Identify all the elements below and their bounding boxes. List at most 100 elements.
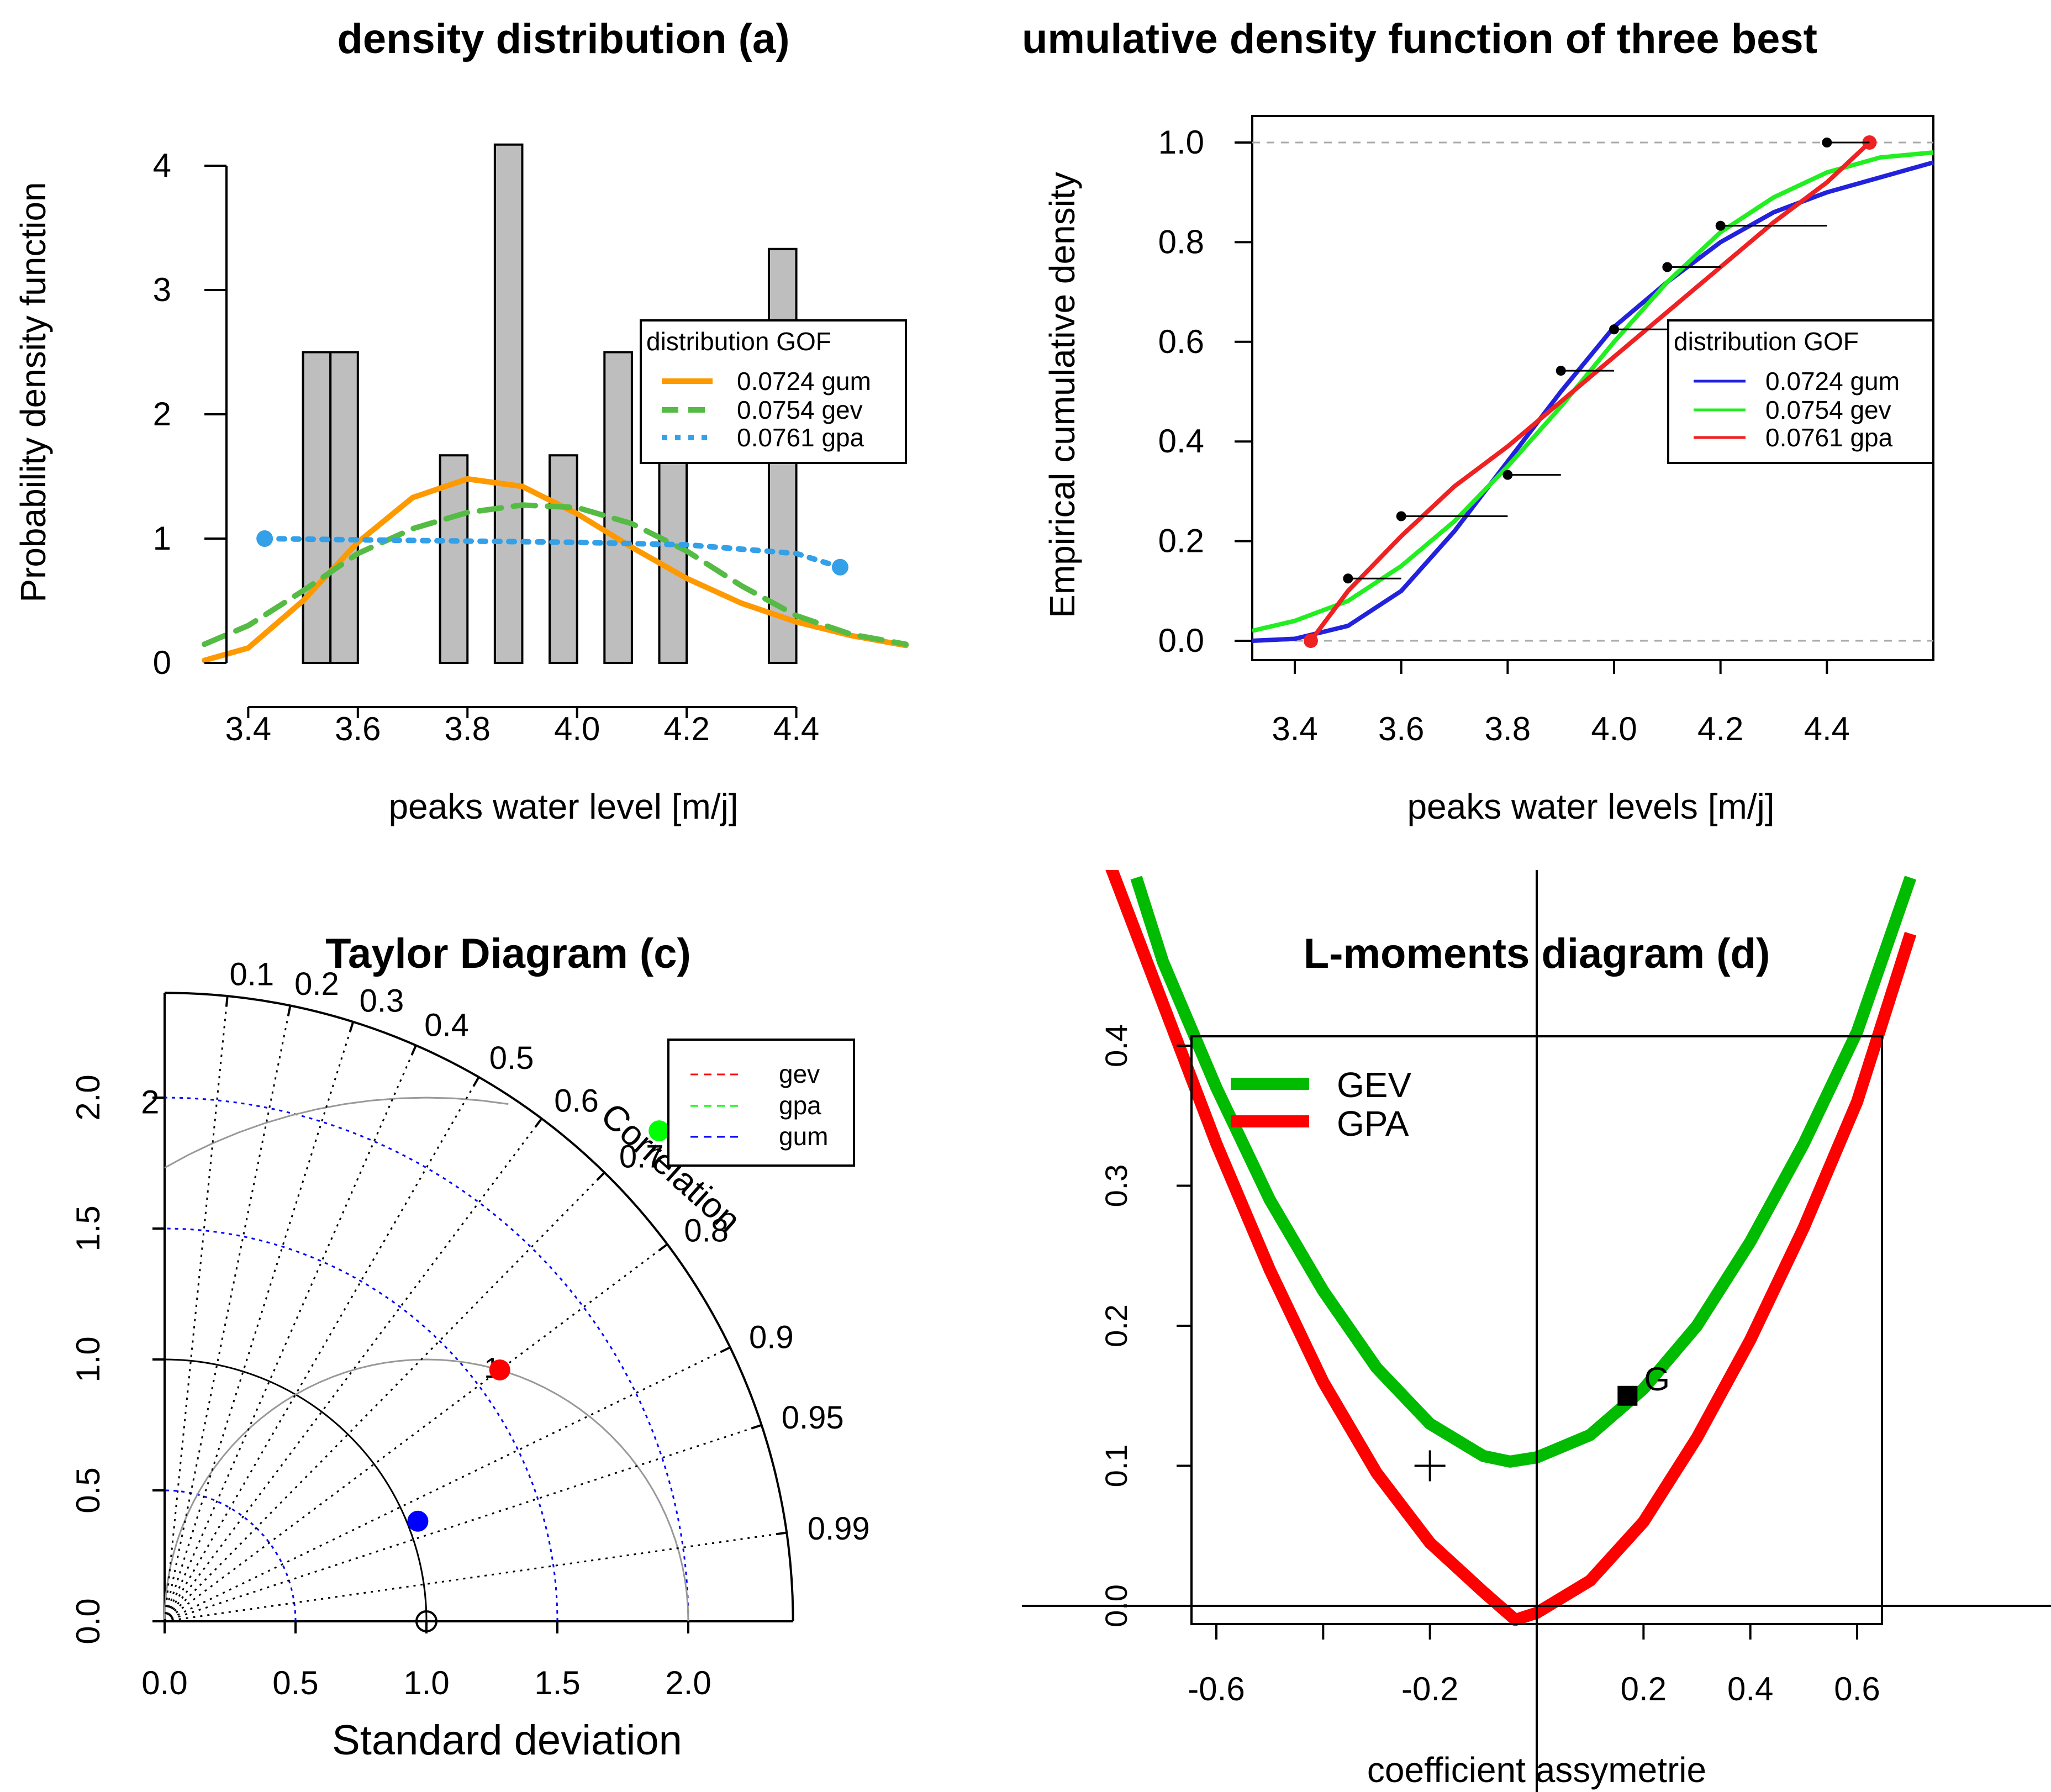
y-tick-label: 0.8	[1158, 223, 1204, 260]
legend-label-gum: gum	[779, 1122, 828, 1151]
x-tick-label: -0.6	[1188, 1670, 1245, 1707]
correlation-ray	[164, 1346, 731, 1622]
y-tick-label: 0	[153, 644, 171, 681]
y-tick-label: 2	[153, 396, 171, 433]
y-tick-label: 1	[153, 520, 171, 557]
x-tick-label: 3.8	[445, 710, 491, 747]
legend: distribution GOF 0.0724 gum 0.0754 gev 0…	[640, 319, 907, 464]
x-tick-label: 1.5	[534, 1664, 580, 1701]
x-tick-label: 4.0	[554, 710, 600, 747]
gpa-endpoint	[1303, 634, 1318, 648]
legend-label-gev: GEV	[1337, 1065, 1411, 1105]
panel-cumulative-density: umulative density function of three best…	[1022, 15, 1934, 826]
y-tick-label: 0.4	[1099, 1024, 1133, 1067]
ecdf-point	[1502, 470, 1513, 480]
y-axis-label: Probability density function	[13, 182, 53, 602]
density-curve-gev	[202, 502, 909, 647]
cdf-curve-gpa	[1309, 141, 1871, 642]
x-axis-label: peaks water level [m/j]	[388, 787, 738, 826]
legend-label-gev: 0.0754 gev	[1765, 396, 1891, 424]
reference-sd-arc	[164, 1358, 428, 1622]
y-tick-label: 0.0	[70, 1598, 107, 1644]
sd-arc	[164, 1489, 297, 1622]
correlation-tick	[534, 1118, 543, 1128]
histogram-bar	[658, 454, 688, 664]
l-moment-curve-gev	[1130, 876, 1917, 1468]
histogram-bars	[302, 143, 798, 664]
correlation-tick-label: 0.8	[684, 1213, 729, 1249]
l-moment-curves	[1105, 870, 1917, 1626]
legend-label-gev: 0.0754 gev	[737, 396, 863, 424]
correlation-tick	[720, 1346, 731, 1353]
ecdf-point	[1715, 220, 1726, 231]
x-tick-label: 4.2	[1697, 710, 1743, 747]
gpa-endpoint	[831, 558, 848, 576]
cdf-curve-gum	[1252, 160, 1934, 643]
legend-box	[1667, 319, 1934, 464]
correlation-ray	[164, 1424, 762, 1622]
x-tick-label: 4.4	[1804, 710, 1850, 747]
axes: 3.4 3.6 3.8 4.0 4.2 4.4 0.0 0.2 0.4 0.6 0.8 1.0	[1158, 124, 1850, 747]
plot-content	[1252, 135, 1934, 648]
axes: -0.6 -0.2 0.2 0.4 0.6 0.0 0.1 0.2 0.3 0.4	[1099, 1024, 1880, 1707]
taylor-point-gpa	[648, 1120, 670, 1142]
correlation-tick-label: 0.95	[782, 1400, 844, 1436]
x-axis-label: peaks water levels [m/j]	[1407, 787, 1774, 826]
chart-title: density distribution (a)	[337, 15, 789, 62]
y-tick-label: 0.0	[1099, 1584, 1133, 1627]
y-tick-label: 0.1	[1099, 1445, 1133, 1488]
legend-box	[667, 1039, 855, 1167]
x-tick-label: 3.4	[1272, 710, 1317, 747]
x-tick-label: 3.6	[1378, 710, 1424, 747]
correlation-ray	[164, 1005, 291, 1622]
rms-label: 2	[141, 1083, 159, 1120]
x-tick-label: 4.4	[773, 710, 819, 747]
y-tick-label: 2.0	[70, 1074, 107, 1120]
x-tick-label: 3.8	[1485, 710, 1531, 747]
correlation-ray	[164, 1021, 354, 1622]
y-tick-label: 0.5	[70, 1467, 107, 1513]
y-tick-label: 4	[153, 147, 171, 184]
correlation-tick	[287, 1005, 292, 1016]
axes: 3.4 3.6 3.8 4.0 4.2 4.4 0 1 2 3 4	[153, 147, 820, 747]
density-curve-gum	[202, 476, 909, 663]
rms-arc	[164, 1097, 509, 1169]
y-tick-label: 0.6	[1158, 323, 1204, 360]
correlation-tick	[410, 1045, 417, 1056]
sample-point-label: G	[1644, 1361, 1670, 1398]
histogram-bar	[603, 351, 633, 664]
legend-label-gum: 0.0724 gum	[737, 367, 871, 396]
panel-density-distribution: density distribution (a) 3.4 3.6 3.8 4.0 4.2…	[13, 15, 909, 826]
chart-title: Taylor Diagram (c)	[325, 930, 691, 977]
density-curve-gpa	[262, 536, 843, 570]
x-axis-label: coefficient assymetrie	[1367, 1750, 1706, 1790]
taylor-content: 120.10.20.30.40.50.60.70.80.90.950.990.0…	[70, 956, 870, 1701]
x-tick-label: -0.2	[1401, 1670, 1458, 1707]
legend-label-gpa: GPA	[1337, 1104, 1409, 1143]
ecdf-point	[1822, 138, 1832, 147]
histogram-bar	[439, 454, 469, 664]
y-tick-label: 0.2	[1158, 523, 1204, 560]
x-tick-label: 4.2	[663, 710, 709, 747]
x-tick-label: 0.0	[141, 1664, 187, 1701]
histogram-bar	[549, 454, 578, 664]
legend-label-gum: 0.0724 gum	[1765, 367, 1900, 396]
correlation-tick-label: 0.7	[619, 1139, 664, 1175]
legend-title: distribution GOF	[1674, 327, 1859, 356]
correlation-tick	[751, 1424, 762, 1430]
correlation-tick-label: 0.1	[230, 956, 275, 992]
y-tick-label: 1.0	[70, 1336, 107, 1382]
y-axis-label: Empirical cumulative density	[1042, 172, 1082, 618]
correlation-tick-label: 0.3	[360, 983, 404, 1019]
chart-title: umulative density function of three best	[1022, 15, 1817, 62]
correlation-tick-label: 0.9	[749, 1320, 794, 1356]
correlation-tick	[349, 1021, 355, 1032]
chart-title: L-moments diagram (d)	[1304, 930, 1770, 977]
x-tick-label: 3.4	[225, 710, 271, 747]
legend: GEV GPA	[1231, 1065, 1411, 1143]
histogram-bar	[329, 351, 359, 664]
correlation-tick	[596, 1172, 605, 1181]
legend: gev gpa gum	[667, 1039, 855, 1167]
taylor-point-gum	[407, 1510, 429, 1532]
